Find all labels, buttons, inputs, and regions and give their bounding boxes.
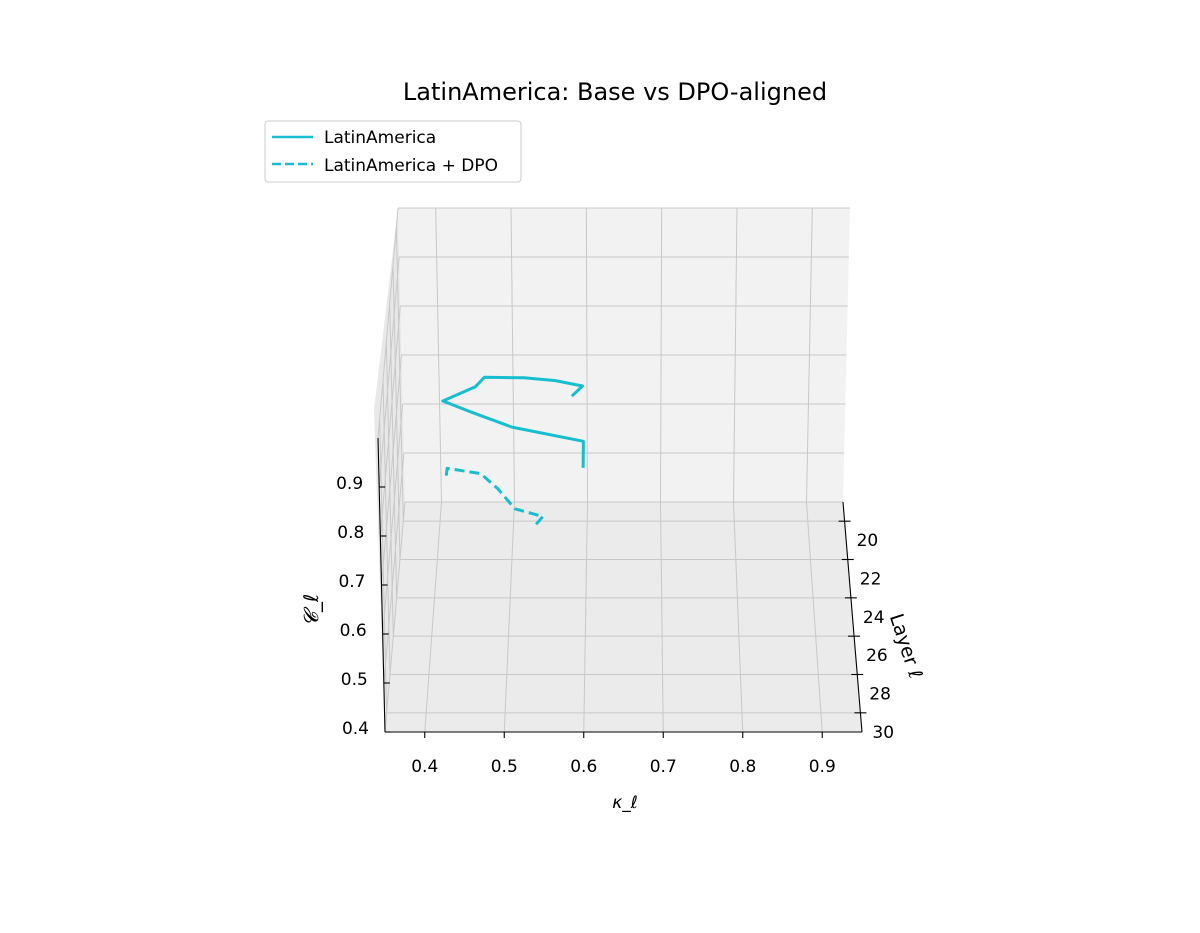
grid-line-kappa-floor bbox=[583, 501, 588, 733]
grid-line-c-left bbox=[381, 354, 402, 586]
grid-line-c-left bbox=[382, 403, 404, 635]
z-tick-label: 0.9 bbox=[336, 474, 363, 494]
x-tick-label: 0.4 bbox=[411, 757, 438, 777]
grid-line-c-left bbox=[378, 256, 400, 488]
grid-line-kappa-floor bbox=[806, 501, 823, 733]
legend: LatinAmerica LatinAmerica + DPO bbox=[264, 120, 522, 183]
y-tick-label: 28 bbox=[869, 685, 891, 705]
x-tick-label: 0.9 bbox=[809, 757, 836, 777]
grid-lines bbox=[377, 207, 861, 733]
y-axis-line bbox=[842, 501, 863, 733]
z-tick-label: 0.8 bbox=[337, 523, 364, 543]
grid-line-kappa-floor bbox=[503, 501, 515, 733]
axes bbox=[377, 437, 867, 738]
z-axis-label: 𝓒_ℓ bbox=[299, 594, 323, 626]
z-tick-label: 0.7 bbox=[338, 572, 365, 592]
chart-title: LatinAmerica: Base vs DPO-aligned bbox=[403, 78, 827, 106]
x-axis-label: κ_ℓ bbox=[612, 793, 638, 813]
legend-label-dpo: LatinAmerica + DPO bbox=[324, 156, 498, 176]
series-line-base bbox=[441, 375, 585, 468]
series-line-dpo bbox=[444, 466, 545, 526]
grid-line-c-left bbox=[377, 207, 399, 439]
x-tick-label: 0.5 bbox=[491, 757, 518, 777]
legend-box bbox=[264, 120, 522, 183]
y-tick-label: 30 bbox=[872, 723, 894, 743]
x-tick-label: 0.7 bbox=[650, 757, 677, 777]
floor-pane bbox=[385, 502, 862, 732]
grid-line-c-left bbox=[383, 452, 405, 684]
y-axis-label: Layer ℓ bbox=[885, 611, 927, 681]
grid-line-c-left bbox=[379, 305, 401, 537]
x-tick-label: 0.8 bbox=[729, 757, 756, 777]
series-lines bbox=[441, 375, 585, 526]
x-tick-label: 0.6 bbox=[570, 757, 597, 777]
grid-line-c-left bbox=[384, 501, 406, 733]
z-tick-label: 0.6 bbox=[340, 621, 367, 641]
y-tick-label: 20 bbox=[857, 531, 879, 551]
z-tick-label: 0.5 bbox=[341, 670, 368, 690]
y-tick-label: 24 bbox=[863, 608, 885, 628]
y-tick-label: 26 bbox=[866, 646, 888, 666]
grid-line-kappa-floor bbox=[660, 501, 664, 733]
grid-line-kappa-floor bbox=[424, 501, 442, 733]
tick-labels: 0.4 0.5 0.6 0.7 0.8 0.9 20 22 24 26 28 30 0.4 0.5 0.6 0… bbox=[336, 474, 894, 777]
z-tick-label: 0.4 bbox=[342, 719, 369, 739]
legend-label-base: LatinAmerica bbox=[324, 128, 436, 148]
y-tick-label: 22 bbox=[860, 570, 882, 590]
grid-line-kappa-floor bbox=[733, 501, 744, 733]
